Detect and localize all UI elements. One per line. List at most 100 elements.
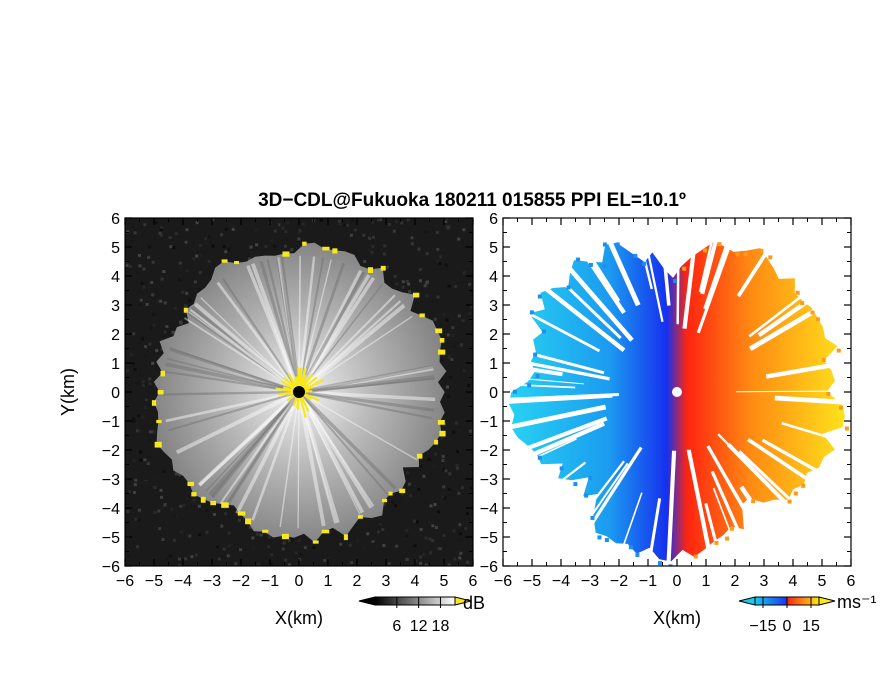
intensity-radial-streak <box>298 391 418 461</box>
noise-speckle <box>249 245 253 249</box>
intensity-radial-streak <box>211 391 300 498</box>
noise-speckle <box>159 228 163 232</box>
noise-speckle <box>177 277 181 281</box>
noise-speckle <box>283 563 287 566</box>
y-tick-label: 0 <box>489 385 498 402</box>
noise-speckle <box>424 536 428 540</box>
noise-speckle <box>439 255 443 259</box>
noise-speckle <box>155 349 159 353</box>
velocity-edge-pixel <box>844 426 849 431</box>
intensity-radial-streak <box>250 263 301 393</box>
colorbar-high-arrow <box>454 596 472 606</box>
x-tick-label: 5 <box>818 573 827 590</box>
noise-speckle <box>234 562 238 566</box>
noise-speckle <box>227 531 231 535</box>
velocity-edge-pixel <box>725 536 730 541</box>
noise-speckle <box>139 450 143 454</box>
noise-speckle <box>207 235 211 239</box>
intensity-edge-dot <box>187 481 194 487</box>
noise-speckle <box>301 222 305 226</box>
x-tick-label: −5 <box>145 573 163 590</box>
intensity-radial-streak <box>219 391 300 505</box>
noise-speckle <box>151 260 155 264</box>
velocity-gap-streak <box>781 422 851 446</box>
y-tick-label: −6 <box>102 559 120 576</box>
noise-speckle <box>170 507 174 511</box>
velocity-edge-pixel <box>693 554 698 559</box>
x-tick-label: 0 <box>295 573 304 590</box>
noise-speckle <box>458 556 462 560</box>
noise-speckle <box>425 293 429 297</box>
velocity-edge-pixel <box>602 264 607 269</box>
noise-speckle <box>446 333 450 337</box>
noise-speckle <box>132 332 136 336</box>
y-tick-label: 5 <box>111 240 120 257</box>
noise-speckle <box>159 488 163 492</box>
velocity-edge-pixel <box>604 538 609 543</box>
noise-speckle <box>148 245 152 249</box>
intensity-radial-streak <box>167 391 300 432</box>
noise-speckle <box>138 264 142 268</box>
x-tick-label: −6 <box>494 573 512 590</box>
noise-speckle <box>436 247 440 251</box>
noise-speckle <box>353 250 357 254</box>
noise-speckle <box>383 244 387 248</box>
y-tick-label: 1 <box>489 356 498 373</box>
velocity-edge-pixel <box>657 561 662 566</box>
colorbar-unit: dB <box>463 593 485 613</box>
noise-speckle <box>148 382 152 386</box>
noise-speckle <box>348 543 352 547</box>
velocity-edge-pixel <box>795 290 800 295</box>
noise-speckle <box>353 228 357 232</box>
velocity-gap-streak <box>676 218 680 325</box>
noise-speckle <box>172 538 176 542</box>
velocity-gap-streak <box>748 294 841 351</box>
intensity-edge-dot <box>439 338 445 343</box>
noise-speckle <box>303 546 307 550</box>
noise-speckle <box>138 373 142 377</box>
noise-speckle <box>410 236 414 240</box>
noise-speckle <box>418 279 422 283</box>
noise-speckle <box>405 279 409 283</box>
noise-speckle <box>422 530 426 534</box>
noise-speckle <box>467 563 471 566</box>
noise-speckle <box>467 311 471 315</box>
noise-speckle <box>157 509 161 513</box>
noise-speckle <box>400 221 404 225</box>
velocity-gap-streak <box>774 395 851 406</box>
intensity-edge-dot <box>302 241 307 246</box>
noise-speckle <box>172 514 176 518</box>
noise-speckle <box>350 218 354 222</box>
noise-speckle <box>419 268 423 272</box>
velocity-gap-streak <box>503 362 563 377</box>
intensity-radial-streak <box>297 391 365 514</box>
intensity-radial-streak <box>251 391 301 521</box>
intensity-radial-streak <box>188 311 300 393</box>
intensity-edge-dot <box>332 248 338 254</box>
noise-speckle <box>419 464 423 468</box>
velocity-gap-streak <box>704 502 724 566</box>
noise-speckle <box>419 555 423 559</box>
noise-speckle <box>158 231 162 235</box>
noise-speckle <box>462 368 466 372</box>
noise-speckle <box>462 526 466 530</box>
noise-speckle <box>195 254 199 258</box>
x-tick-label: 2 <box>731 573 740 590</box>
y-tick-label: −5 <box>102 530 120 547</box>
noise-speckle <box>440 358 444 362</box>
velocity-edge-pixel <box>743 252 748 257</box>
colorbar-tick-label: −15 <box>749 618 776 635</box>
noise-speckle <box>282 541 286 545</box>
intensity-radial-streak <box>184 317 300 393</box>
noise-speckle <box>448 376 452 380</box>
intensity-radial-streak <box>298 390 436 402</box>
noise-speckle <box>459 449 463 453</box>
noise-speckle <box>220 554 224 558</box>
noise-speckle <box>401 285 405 289</box>
noise-speckle <box>134 517 138 521</box>
intensity-radial-streak <box>298 315 413 393</box>
noise-speckle <box>457 237 461 241</box>
velocity-edge-pixel <box>533 352 538 357</box>
noise-speckle <box>471 295 473 299</box>
